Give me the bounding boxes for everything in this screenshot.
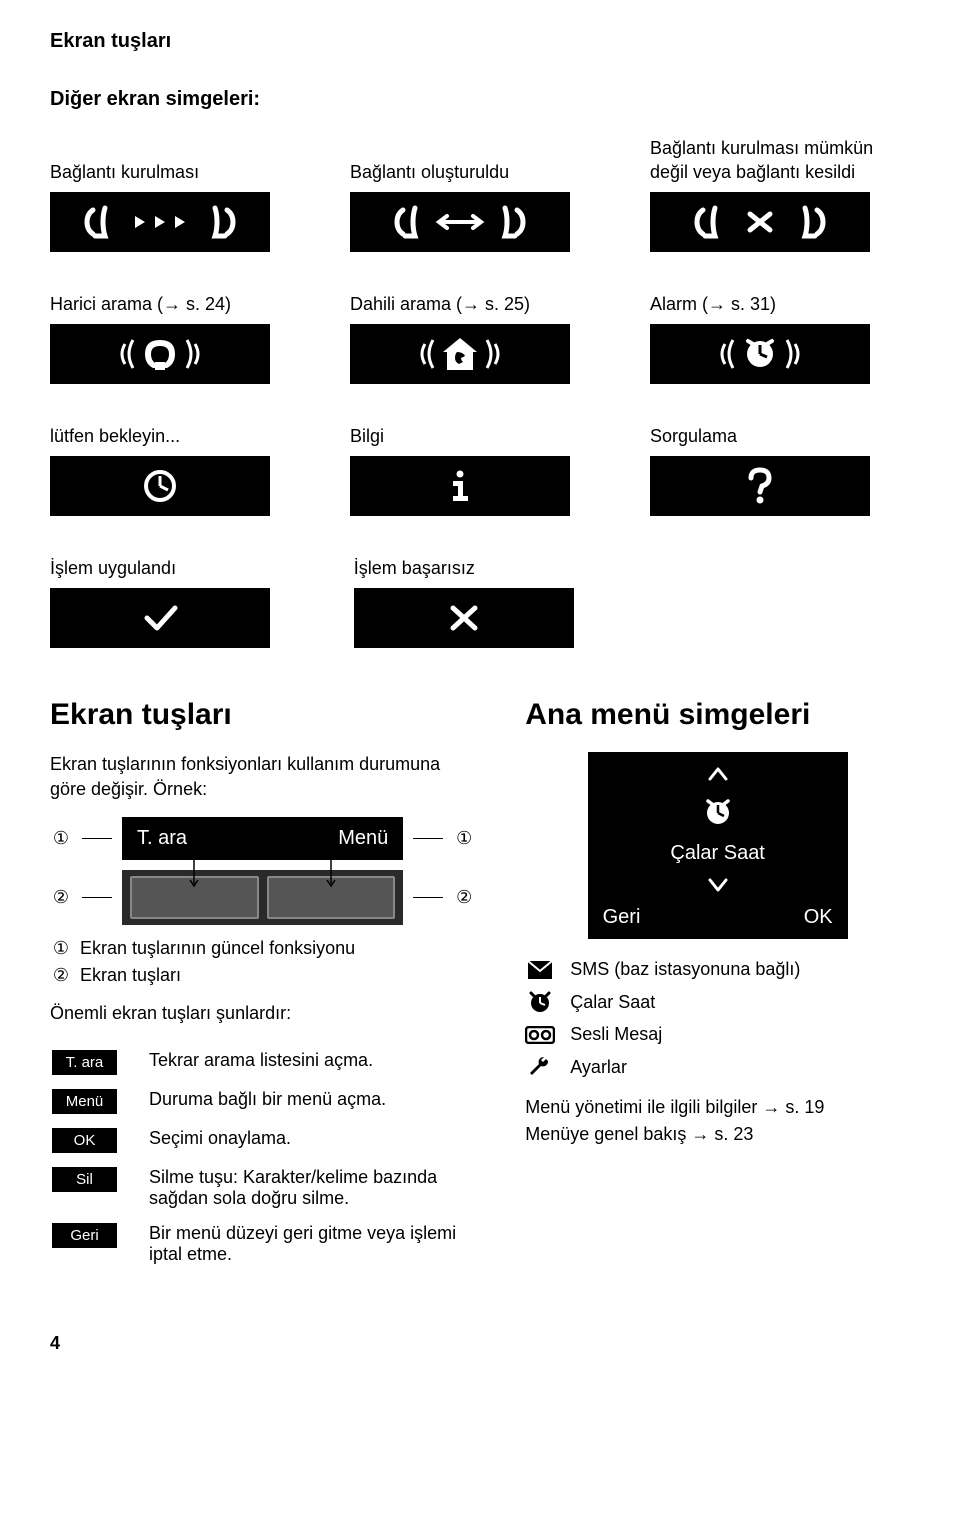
icon-result-fail (354, 588, 574, 648)
envelope-icon (525, 960, 555, 980)
circled-2-right: ② (453, 887, 475, 908)
left-intro: Ekran tuşlarının fonksiyonları kullanım … (50, 752, 475, 802)
icon-call-external (50, 324, 270, 384)
feature-list: SMS (baz istasyonuna bağlı) Çalar Saat S… (525, 959, 910, 1079)
lcd-softkey-left: T. ara (137, 827, 187, 850)
lcd-legend: ①Ekran tuşlarının güncel fonksiyonu ②Ekr… (50, 935, 475, 989)
feature-settings: Ayarlar (525, 1055, 910, 1079)
chip-tara: T. ara (52, 1050, 117, 1075)
chip-geri: Geri (52, 1223, 117, 1248)
voicemail-icon (525, 1026, 555, 1044)
feature-alarm-label: Çalar Saat (570, 992, 655, 1013)
key-row-ok: OK Seçimi onaylama. (52, 1122, 473, 1159)
desc-ok: Seçimi onaylama. (149, 1122, 473, 1159)
icon-call-alarm (650, 324, 870, 384)
menu-softkey-ok: OK (804, 906, 833, 929)
feature-vm-label: Sesli Mesaj (570, 1024, 662, 1045)
left-heading: Ekran tuşları (50, 698, 475, 732)
label-conn-failed: Bağlantı kurulması mümkün değil veya bağ… (650, 136, 910, 184)
menu-alarm-icon (603, 795, 833, 834)
lcd-example-top: ① T. ara Menü ① (50, 817, 475, 860)
icon-row-status: lütfen bekleyin... Bilgi Sorgulama (50, 424, 910, 516)
feature-alarm: Çalar Saat (525, 990, 910, 1014)
key-row-tara: T. ara Tekrar arama listesini açma. (52, 1044, 473, 1081)
icon-call-internal (350, 324, 570, 384)
circled-1-right: ① (453, 828, 475, 849)
label-status-wait: lütfen bekleyin... (50, 424, 310, 448)
page-number: 4 (50, 1333, 910, 1354)
right-heading: Ana menü simgeleri (525, 698, 910, 732)
feature-settings-label: Ayarlar (570, 1057, 627, 1078)
lcd-softkey-bar: T. ara Menü (122, 817, 403, 860)
alarm-clock-icon (525, 990, 555, 1014)
key-row-menu: Menü Duruma bağlı bir menü açma. (52, 1083, 473, 1120)
circled-2-left: ② (50, 887, 72, 908)
desc-menu: Duruma bağlı bir menü açma. (149, 1083, 473, 1120)
key-row-sil: Sil Silme tuşu: Karakter/kelime bazında … (52, 1161, 473, 1215)
chip-ok: OK (52, 1128, 117, 1153)
legend-1: Ekran tuşlarının güncel fonksiyonu (80, 935, 355, 962)
icon-status-info (350, 456, 570, 516)
page-header: Ekran tuşları (50, 30, 910, 53)
menu-arrow-down (603, 875, 833, 898)
chip-sil: Sil (52, 1167, 117, 1192)
lcd-physical-key-left (130, 876, 259, 919)
label-call-internal: Dahili arama (→ s. 25) (350, 292, 610, 316)
icon-row-result: İşlem uygulandı İşlem başarısız (50, 556, 910, 648)
key-table: T. ara Tekrar arama listesini açma. Menü… (50, 1042, 475, 1273)
legend-2: Ekran tuşları (80, 962, 181, 989)
lcd-example-bottom: ② ② (50, 870, 475, 925)
desc-sil: Silme tuşu: Karakter/kelime bazında sağd… (149, 1161, 473, 1215)
label-conn-establishing: Bağlantı kurulması (50, 136, 310, 184)
icon-result-success (50, 588, 270, 648)
menu-item-label: Çalar Saat (603, 842, 833, 865)
label-result-success: İşlem uygulandı (50, 556, 314, 580)
circled-1-left: ① (50, 828, 72, 849)
menu-screen: Çalar Saat Geri OK (588, 752, 848, 939)
ref-text-1: Menü yönetimi ile ilgili bilgiler → s. 1… (525, 1094, 910, 1121)
menu-softkey-back: Geri (603, 906, 641, 929)
label-call-external: Harici arama (→ s. 24) (50, 292, 310, 316)
desc-geri: Bir menü düzeyi geri gitme veya işlemi i… (149, 1217, 473, 1271)
feature-sms-label: SMS (baz istasyonuna bağlı) (570, 959, 800, 980)
menu-arrow-up (603, 764, 833, 787)
feature-voicemail: Sesli Mesaj (525, 1024, 910, 1045)
icon-conn-failed (650, 192, 870, 252)
chip-menu: Menü (52, 1089, 117, 1114)
feature-sms: SMS (baz istasyonuna bağlı) (525, 959, 910, 980)
icon-status-wait (50, 456, 270, 516)
label-conn-established: Bağlantı oluşturuldu (350, 136, 610, 184)
icon-conn-established (350, 192, 570, 252)
lcd-softkey-right: Menü (338, 827, 388, 850)
keys-intro: Önemli ekran tuşları şunlardır: (50, 1001, 475, 1026)
key-row-geri: Geri Bir menü düzeyi geri gitme veya işl… (52, 1217, 473, 1271)
icon-row-calls: Harici arama (→ s. 24) Dahili arama (→ s… (50, 292, 910, 384)
icon-status-query (650, 456, 870, 516)
wrench-icon (525, 1055, 555, 1079)
desc-tara: Tekrar arama listesini açma. (149, 1044, 473, 1081)
lcd-physical-key-right (267, 876, 396, 919)
section-subtitle: Diğer ekran simgeleri: (50, 88, 910, 111)
label-status-info: Bilgi (350, 424, 610, 448)
label-status-query: Sorgulama (650, 424, 910, 448)
label-call-alarm: Alarm (→ s. 31) (650, 292, 910, 316)
icon-row-connection: Bağlantı kurulması Bağlantı oluştur (50, 136, 910, 252)
icon-conn-establishing (50, 192, 270, 252)
ref-text-2: Menüye genel bakış → s. 23 (525, 1121, 910, 1148)
label-result-fail: İşlem başarısız (354, 556, 618, 580)
lcd-button-row (122, 870, 403, 925)
